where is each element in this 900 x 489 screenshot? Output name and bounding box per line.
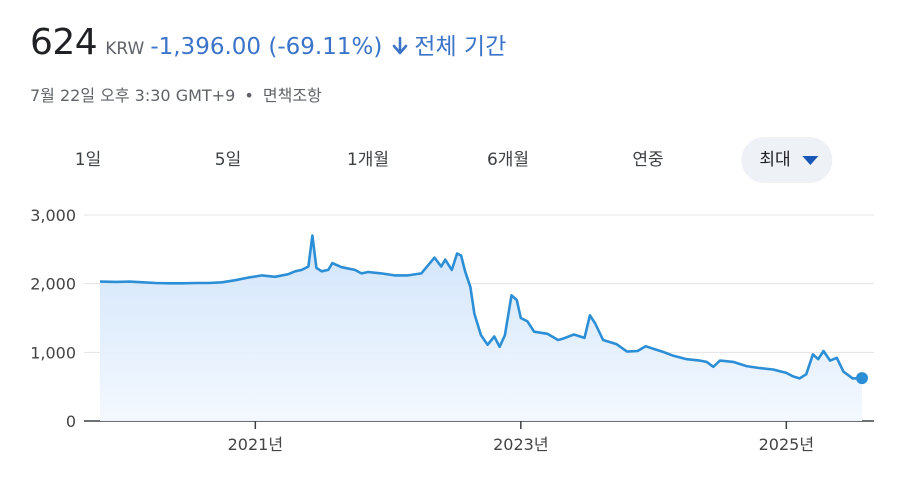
quote-header: 624 KRW -1,396.00 (-69.11%) 전체 기간 — [30, 22, 506, 63]
y-tick-label: 3,000 — [30, 206, 76, 225]
timestamp: 7월 22일 오후 3:30 GMT+9 — [30, 86, 236, 105]
x-axis: 2021년 2023년 2025년 — [228, 421, 814, 454]
tab-1m[interactable]: 1개월 — [346, 150, 390, 170]
disclaimer-link[interactable]: 면책조항 — [262, 86, 322, 105]
y-axis-ticks: 0 1,000 2,000 3,000 — [30, 206, 76, 431]
tab-5d[interactable]: 5일 — [214, 150, 242, 170]
tab-max[interactable]: 최대 — [741, 137, 833, 183]
price-chart: 0 1,000 2,000 3,000 2021년 2023년 2025년 — [30, 206, 874, 454]
x-tick-label: 2021년 — [228, 435, 283, 454]
y-tick-label: 2,000 — [30, 275, 76, 294]
x-tick-label: 2025년 — [759, 435, 814, 454]
dropdown-caret-icon — [802, 155, 819, 165]
tab-max-label: 최대 — [759, 150, 791, 170]
price-line — [99, 234, 863, 380]
price-change: -1,396.00 (-69.11%) — [150, 34, 383, 60]
range-tabs: 1일 5일 1개월 6개월 연중 최대 — [0, 137, 900, 183]
y-tick-label: 0 — [66, 412, 76, 431]
currency-code: KRW — [105, 39, 145, 59]
quote-subtitle: 7월 22일 오후 3:30 GMT+9 • 면책조항 — [30, 82, 322, 106]
y-tick-label: 1,000 — [30, 343, 76, 362]
separator-dot: • — [244, 86, 254, 105]
arrow-down-icon — [392, 36, 408, 55]
tab-1d[interactable]: 1일 — [74, 150, 102, 170]
x-tick-label: 2023년 — [493, 435, 548, 454]
last-price-marker — [856, 372, 868, 385]
change-period: 전체 기간 — [414, 34, 507, 60]
tab-6m[interactable]: 6개월 — [486, 150, 530, 170]
tab-ytd[interactable]: 연중 — [632, 150, 664, 170]
price-area — [100, 235, 862, 421]
current-price: 624 — [30, 22, 98, 63]
